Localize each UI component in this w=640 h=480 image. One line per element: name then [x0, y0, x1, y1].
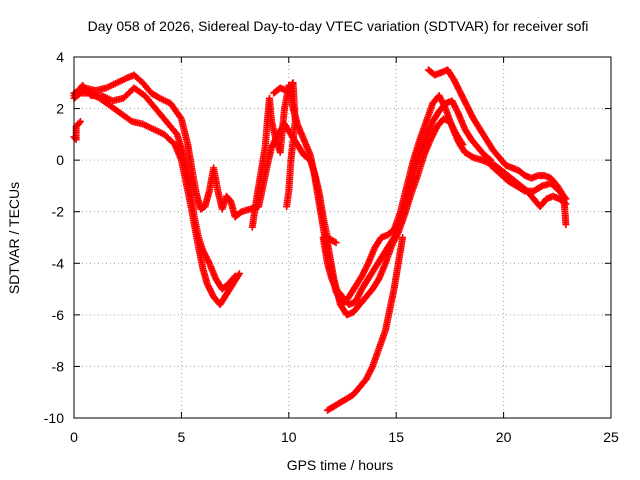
series-trace-3: [70, 89, 243, 309]
data-point: [399, 234, 407, 241]
x-tick-label: 15: [388, 429, 404, 445]
series-trace-8: [323, 234, 407, 414]
y-tick-label: 0: [56, 152, 64, 168]
chart-title: Day 058 of 2026, Sidereal Day-to-day VTE…: [88, 18, 589, 34]
x-tick-label: 0: [70, 429, 78, 445]
y-tick-label: 2: [56, 101, 64, 117]
data-point: [332, 239, 340, 247]
data-point: [562, 195, 570, 203]
y-tick-label: 4: [56, 49, 64, 65]
x-tick-label: 25: [603, 429, 619, 445]
x-tick-label: 10: [281, 429, 297, 445]
y-tick-label: -4: [52, 255, 65, 271]
series-trace-7: [323, 115, 467, 319]
x-tick-label: 5: [178, 429, 186, 445]
y-tick-label: -2: [52, 204, 65, 220]
y-tick-label: -10: [44, 410, 64, 426]
data-point: [75, 119, 83, 127]
data-point: [331, 238, 339, 246]
data-point: [283, 203, 291, 211]
data-point: [562, 221, 570, 229]
series-trace-11: [487, 161, 570, 203]
data-point: [459, 141, 467, 149]
data-point: [561, 194, 569, 202]
y-tick-label: -8: [52, 358, 65, 374]
data-point: [468, 153, 476, 161]
y-tick-label: -6: [52, 307, 65, 323]
data-point: [537, 183, 545, 191]
x-tick-label: 20: [496, 429, 512, 445]
data-point: [520, 186, 528, 194]
plot-frame: [73, 56, 612, 419]
plot-area: [70, 66, 570, 414]
data-point: [234, 271, 242, 279]
data-point: [76, 117, 84, 125]
y-axis-label: SDTVAR / TECUs: [6, 182, 22, 294]
data-point: [458, 139, 466, 147]
x-axis-label: GPS time / hours: [287, 457, 394, 473]
data-point: [235, 270, 243, 278]
series-trace-5: [270, 79, 299, 211]
